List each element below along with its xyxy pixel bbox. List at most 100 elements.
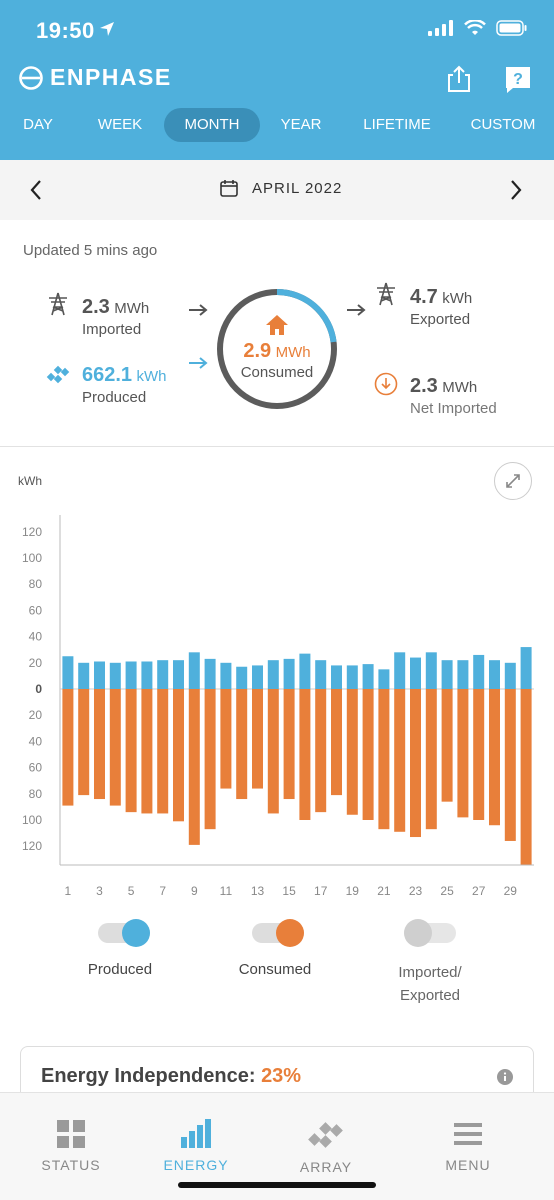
produced-bar[interactable] bbox=[109, 662, 121, 689]
date-picker[interactable]: APRIL 2022 bbox=[220, 179, 342, 197]
chevron-right-icon[interactable] bbox=[508, 178, 524, 202]
consumed-bar[interactable] bbox=[520, 689, 532, 865]
tab-day[interactable]: DAY bbox=[23, 116, 53, 133]
produced-bar[interactable] bbox=[299, 653, 311, 689]
produced-bar[interactable] bbox=[441, 660, 453, 689]
expand-chart-button[interactable] bbox=[494, 462, 532, 500]
x-tick-label: 15 bbox=[282, 884, 296, 898]
produced-bar[interactable] bbox=[425, 652, 437, 689]
produced-bar[interactable] bbox=[394, 652, 406, 689]
produced-bar[interactable] bbox=[62, 656, 74, 689]
toggle-knob bbox=[404, 919, 432, 947]
consumed-bar[interactable] bbox=[78, 689, 90, 796]
toggle-consumed[interactable] bbox=[252, 919, 304, 947]
consumed-bar[interactable] bbox=[283, 689, 295, 800]
consumed-bar[interactable] bbox=[410, 689, 421, 838]
nav-array[interactable]: ARRAY bbox=[271, 1119, 381, 1175]
consumed-bar[interactable] bbox=[331, 689, 342, 796]
produced-bar[interactable] bbox=[252, 665, 263, 689]
produced-bar[interactable] bbox=[473, 654, 485, 689]
tab-month[interactable]: MONTH bbox=[164, 108, 260, 142]
x-tick-label: 1 bbox=[65, 884, 72, 898]
consumed-bar[interactable] bbox=[141, 689, 153, 814]
consumed-bar[interactable] bbox=[157, 689, 169, 814]
nav-status[interactable]: STATUS bbox=[16, 1119, 126, 1173]
produced-bar[interactable] bbox=[489, 660, 500, 689]
consumed-bar[interactable] bbox=[441, 689, 453, 802]
x-tick-label: 19 bbox=[346, 884, 360, 898]
consumed-unit: MWh bbox=[275, 344, 311, 361]
consumed-bar[interactable] bbox=[473, 689, 485, 820]
produced-bar[interactable] bbox=[173, 660, 184, 689]
produced-bar[interactable] bbox=[283, 658, 295, 689]
x-tick-label: 11 bbox=[220, 884, 233, 898]
produced-bar[interactable] bbox=[94, 661, 105, 689]
tab-week[interactable]: WEEK bbox=[97, 116, 143, 133]
produced-bar[interactable] bbox=[346, 665, 358, 689]
consumed-bar[interactable] bbox=[457, 689, 469, 818]
array-panels-icon bbox=[308, 1122, 343, 1148]
consumed-bar[interactable] bbox=[378, 689, 390, 830]
exported-unit: kWh bbox=[442, 290, 473, 307]
consumed-bar[interactable] bbox=[94, 689, 105, 800]
consumed-bar[interactable] bbox=[299, 689, 311, 820]
consumed-bar[interactable] bbox=[504, 689, 516, 841]
location-arrow-icon bbox=[100, 22, 114, 36]
produced-bar[interactable] bbox=[410, 657, 421, 689]
chevron-left-icon[interactable] bbox=[28, 178, 44, 202]
consumed-bar[interactable] bbox=[173, 689, 184, 822]
produced-bar[interactable] bbox=[315, 660, 327, 689]
info-icon[interactable] bbox=[497, 1069, 513, 1085]
home-icon bbox=[266, 315, 288, 335]
produced-bar[interactable] bbox=[157, 660, 169, 689]
grid-tower-icon bbox=[49, 292, 67, 316]
imported-label: Imported bbox=[82, 321, 142, 338]
consumed-bar[interactable] bbox=[267, 689, 279, 814]
consumed-bar[interactable] bbox=[315, 689, 327, 813]
produced-label: Produced bbox=[82, 389, 147, 406]
toggle-produced[interactable] bbox=[98, 919, 150, 947]
consumed-bar[interactable] bbox=[220, 689, 232, 789]
nav-menu[interactable]: MENU bbox=[413, 1119, 523, 1173]
produced-bar[interactable] bbox=[78, 662, 90, 689]
produced-bar[interactable] bbox=[220, 662, 232, 689]
consumed-bar[interactable] bbox=[236, 689, 248, 800]
produced-value: 662.1 bbox=[82, 364, 133, 386]
produced-bar[interactable] bbox=[204, 658, 216, 689]
toggle-imported-exported[interactable] bbox=[404, 919, 456, 947]
consumed-bar[interactable] bbox=[62, 689, 74, 806]
consumed-bar[interactable] bbox=[362, 689, 374, 820]
toggle-consumed-label: Consumed bbox=[238, 961, 312, 978]
consumed-bar[interactable] bbox=[425, 689, 437, 830]
produced-stat: 662.1 kWh Produced bbox=[82, 364, 167, 406]
nav-energy[interactable]: ENERGY bbox=[141, 1119, 251, 1173]
produced-bar[interactable] bbox=[267, 660, 279, 689]
produced-bar[interactable] bbox=[362, 664, 374, 689]
tab-custom[interactable]: CUSTOM bbox=[470, 116, 536, 133]
produced-bar[interactable] bbox=[520, 647, 532, 689]
produced-bar[interactable] bbox=[141, 661, 153, 689]
net-imported-unit: MWh bbox=[442, 379, 478, 396]
tab-year[interactable]: YEAR bbox=[280, 116, 322, 133]
y-tick-label: 20 bbox=[29, 708, 43, 722]
consumed-bar[interactable] bbox=[109, 689, 121, 806]
consumed-bar[interactable] bbox=[188, 689, 200, 845]
consumed-bar[interactable] bbox=[252, 689, 263, 789]
produced-bar[interactable] bbox=[331, 665, 342, 689]
toggle-knob bbox=[276, 919, 304, 947]
produced-bar[interactable] bbox=[188, 652, 200, 689]
consumed-bar[interactable] bbox=[125, 689, 137, 813]
produced-bar[interactable] bbox=[378, 669, 390, 689]
tab-lifetime[interactable]: LIFETIME bbox=[363, 116, 431, 133]
produced-bar[interactable] bbox=[236, 666, 248, 689]
consumed-bar[interactable] bbox=[204, 689, 216, 830]
share-icon[interactable] bbox=[444, 64, 474, 94]
produced-bar[interactable] bbox=[457, 660, 469, 689]
independence-title: Energy Independence: 23% bbox=[41, 1065, 301, 1088]
produced-bar[interactable] bbox=[504, 662, 516, 689]
consumed-bar[interactable] bbox=[346, 689, 358, 815]
help-icon[interactable]: ? bbox=[503, 64, 533, 94]
produced-bar[interactable] bbox=[125, 661, 137, 689]
consumed-bar[interactable] bbox=[394, 689, 406, 832]
consumed-bar[interactable] bbox=[489, 689, 500, 826]
